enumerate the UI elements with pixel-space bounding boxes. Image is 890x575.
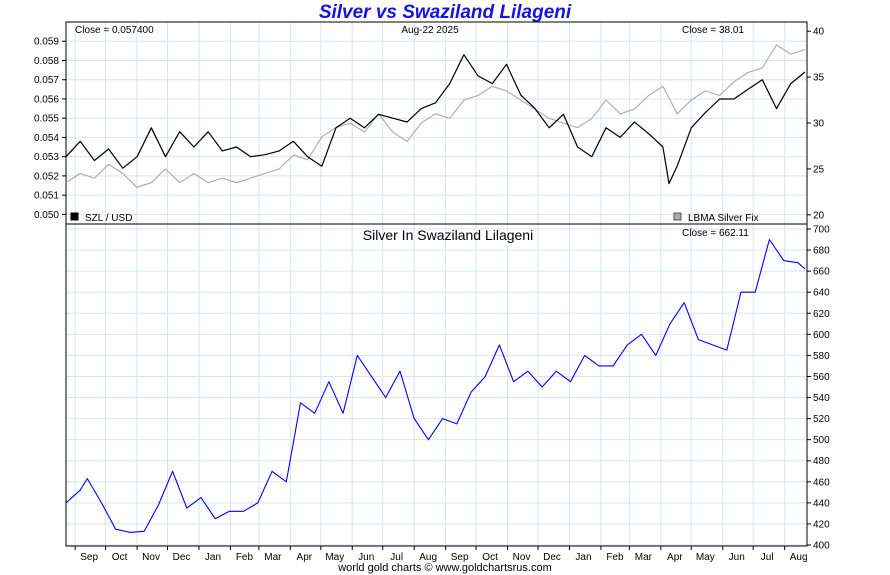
bottom-right-tick-label: 680 (813, 246, 830, 257)
top-left-tick-label: 0.053 (34, 152, 59, 163)
top-panel-grid (66, 22, 807, 224)
x-tick-label: Jun (729, 552, 745, 563)
top-right-tick-label: 20 (813, 210, 825, 221)
top-right-tick-label: 40 (813, 27, 825, 38)
bottom-panel-title: Silver In Swaziland Lilageni (363, 227, 533, 243)
bottom-right-tick-label: 440 (813, 498, 830, 509)
x-tick-label: Oct (112, 552, 128, 563)
x-tick-label: Nov (513, 552, 531, 563)
top-left-tick-label: 0.050 (34, 210, 59, 221)
x-tick-label: Sep (80, 552, 98, 563)
bottom-panel-frame (65, 223, 808, 547)
x-tick-label: Jan (205, 552, 221, 563)
series-line-silver-in-lilageni (65, 238, 806, 533)
legend-label-szl: SZL / USD (85, 213, 132, 224)
x-tick-label: Dec (543, 552, 561, 563)
x-tick-label: Mar (635, 552, 653, 563)
bottom-right-tick-label: 480 (813, 456, 830, 467)
bottom-panel-series (65, 238, 806, 533)
top-left-tick-label: 0.052 (34, 171, 59, 182)
x-tick-label: Apr (297, 552, 313, 563)
top-left-tick-label: 0.056 (34, 94, 59, 105)
legend-swatch-silver (673, 212, 682, 221)
x-tick-label: Aug (790, 552, 808, 563)
bottom-right-tick-label: 560 (813, 372, 830, 383)
top-left-tick-label: 0.055 (34, 114, 59, 125)
bottom-right-tick-label: 520 (813, 414, 830, 425)
top-left-axis-ticks: 0.059 0.058 0.057 0.056 0.055 0.054 0.053 0.052… (34, 37, 66, 221)
legend-label-silver: LBMA Silver Fix (688, 213, 759, 224)
top-left-tick-label: 0.051 (34, 191, 59, 202)
x-tick-label: Jul (390, 552, 403, 563)
bottom-right-tick-label: 600 (813, 330, 830, 341)
x-tick-label: May (696, 552, 715, 563)
bottom-right-tick-label: 540 (813, 393, 830, 404)
bottom-right-tick-label: 700 (813, 225, 830, 236)
x-tick-label: Nov (142, 552, 160, 563)
x-tick-label: Feb (236, 552, 254, 563)
x-tick-label: Sep (451, 552, 469, 563)
top-left-tick-label: 0.059 (34, 37, 59, 48)
bottom-close-right-label: Close = 662.11 (682, 228, 749, 239)
legend-swatch-szl (70, 212, 79, 221)
x-tick-label: Aug (419, 552, 437, 563)
bottom-right-tick-label: 620 (813, 309, 830, 320)
bottom-right-tick-label: 580 (813, 351, 830, 362)
x-tick-label: Mar (264, 552, 282, 563)
top-left-tick-label: 0.057 (34, 75, 59, 86)
top-left-tick-label: 0.054 (34, 133, 59, 144)
top-close-right-label: Close = 38.01 (682, 25, 744, 36)
x-tick-label: Jan (575, 552, 591, 563)
bottom-right-tick-label: 460 (813, 477, 830, 488)
bottom-right-tick-label: 640 (813, 288, 830, 299)
top-panel-series (65, 44, 806, 188)
x-axis-month-ticks: Sep Oct Nov Dec Jan Feb Mar Apr May Jun Jul Aug Sep O… (74, 546, 808, 563)
bottom-right-tick-label: 420 (813, 519, 830, 530)
x-tick-label: Jul (761, 552, 774, 563)
bottom-right-tick-label: 660 (813, 267, 830, 278)
x-tick-label: May (325, 552, 344, 563)
x-tick-label: Apr (667, 552, 683, 563)
bottom-panel-grid (66, 224, 807, 546)
x-tick-label: Jun (358, 552, 374, 563)
series-line-szl-usd (65, 54, 806, 185)
top-right-tick-label: 30 (813, 119, 825, 130)
x-tick-label: Dec (173, 552, 191, 563)
series-line-lbma-silver-fix (65, 44, 806, 188)
x-tick-label: Oct (482, 552, 498, 563)
top-right-tick-label: 25 (813, 164, 825, 175)
top-right-axis-ticks: 40 35 30 25 20 (807, 27, 825, 221)
bottom-right-tick-label: 500 (813, 435, 830, 446)
top-close-left-label: Close = 0.057400 (75, 25, 154, 36)
top-left-tick-label: 0.058 (34, 56, 59, 67)
top-right-tick-label: 35 (813, 73, 825, 84)
top-date-label: Aug-22 2025 (401, 25, 459, 36)
bottom-right-tick-label: 400 (813, 541, 830, 552)
bottom-right-axis-ticks: 700 680 660 640 620 600 580 560 540 520 500 480 460 4… (807, 225, 830, 552)
chart-title: Silver vs Swaziland Lilageni (318, 2, 572, 23)
x-tick-label: Feb (606, 552, 624, 563)
footer-credit: world gold charts © www.goldchartsrus.co… (338, 562, 552, 574)
